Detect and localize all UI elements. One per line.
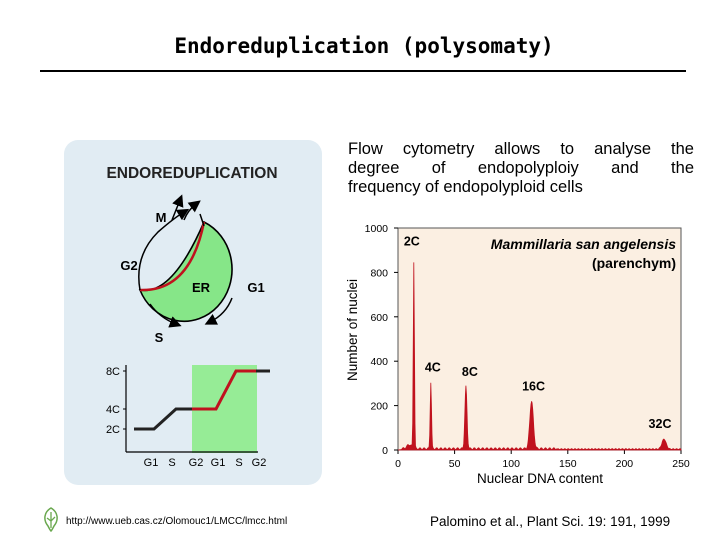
description-line: degree of endopolyploiy and the	[348, 159, 694, 177]
y-tick-label: 200	[370, 401, 388, 413]
title-underline	[40, 70, 686, 72]
slide-title: Endoreduplication (polysomaty)	[174, 34, 554, 58]
peak-label: 16C	[522, 379, 545, 393]
y-tick-label: 800	[370, 267, 388, 279]
step-y-label-8c: 8C	[106, 366, 120, 378]
phase-label-m: M	[156, 210, 167, 225]
y-tick-label: 0	[382, 445, 388, 457]
description-line: frequency of endopolyploid cells	[348, 178, 583, 196]
cycle-tick	[199, 213, 205, 227]
histogram-tissue: (parenchym)	[592, 255, 676, 271]
institute-logo-icon	[44, 507, 58, 532]
step-x-label: S	[235, 457, 242, 469]
step-x-label: G1	[211, 457, 226, 469]
x-tick-label: 50	[449, 458, 461, 470]
peak-label: 8C	[462, 365, 478, 379]
phase-label-er: ER	[192, 280, 211, 295]
division-arrow-left	[171, 194, 184, 221]
step-y-label-2c: 2C	[106, 424, 120, 436]
dna-content-line-endocycle	[192, 369, 256, 411]
mitotic-loop	[138, 208, 190, 291]
histogram-xlabel: Nuclear DNA content	[477, 471, 603, 486]
x-tick-label: 250	[672, 458, 690, 470]
panel-heading: ENDOREDUPLICATION	[106, 165, 277, 182]
peak-label: 2C	[404, 235, 420, 249]
dna-content-line	[134, 407, 192, 431]
division-arrow-right	[183, 200, 201, 221]
y-tick-label: 1000	[365, 223, 389, 235]
histogram-species: Mammillaria san angelensis	[491, 236, 676, 252]
citation: Palomino et al., Plant Sci. 19: 191, 199…	[430, 514, 671, 529]
step-x-label: G2	[252, 457, 267, 469]
description-line: Flow cytometry allows to analyse the	[348, 140, 694, 158]
step-x-label: G1	[144, 457, 159, 469]
endocycle-circle	[138, 220, 233, 323]
histogram-curve	[397, 262, 682, 451]
y-tick-label: 600	[370, 312, 388, 324]
flow-cytometry-description: Flow cytometry allows to analyse the deg…	[348, 140, 694, 197]
endocycle-bypass-arc	[139, 221, 206, 292]
peak-label: 32C	[649, 417, 672, 431]
step-x-label: G2	[189, 457, 204, 469]
cycle-arrow-s	[149, 303, 182, 328]
x-tick-label: 100	[502, 458, 520, 470]
histogram-ylabel: Number of nuclei	[345, 279, 360, 381]
y-tick-label: 400	[370, 356, 388, 368]
cycle-arrow-g1	[204, 297, 233, 325]
source-url: http://www.ueb.cas.cz/Olomouc1/LMCC/lmcc…	[66, 516, 288, 527]
phase-label-g1: G1	[247, 280, 264, 295]
histogram-plot-area	[397, 227, 682, 451]
x-tick-label: 200	[616, 458, 634, 470]
step-y-label-4c: 4C	[106, 404, 120, 416]
phase-label-g2: G2	[120, 258, 137, 273]
x-tick-label: 0	[395, 458, 401, 470]
x-tick-label: 150	[559, 458, 577, 470]
step-x-label: S	[168, 457, 175, 469]
peak-label: 4C	[425, 360, 441, 374]
phase-label-s: S	[155, 330, 164, 345]
